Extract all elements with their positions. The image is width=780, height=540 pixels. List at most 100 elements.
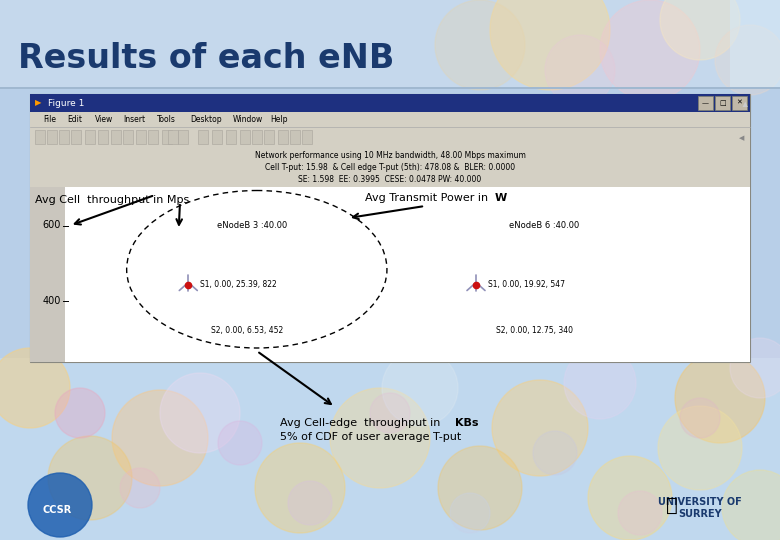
Circle shape: [120, 468, 160, 508]
Circle shape: [660, 0, 740, 60]
Text: KBs: KBs: [455, 418, 478, 428]
Circle shape: [715, 25, 780, 95]
Circle shape: [492, 380, 588, 476]
Circle shape: [112, 390, 208, 486]
Circle shape: [600, 0, 700, 100]
Circle shape: [55, 388, 105, 438]
Bar: [71, 130, 81, 144]
Circle shape: [382, 350, 458, 426]
Circle shape: [533, 431, 577, 475]
Bar: [136, 130, 146, 144]
Bar: [162, 130, 172, 144]
Text: Results of each eNB: Results of each eNB: [18, 42, 395, 75]
Circle shape: [618, 491, 662, 535]
Circle shape: [490, 0, 610, 90]
Text: S2, 0.00, 12.75, 340: S2, 0.00, 12.75, 340: [496, 326, 573, 335]
Circle shape: [450, 493, 490, 533]
Bar: [0, 87, 780, 89]
Text: 400: 400: [43, 296, 61, 306]
Circle shape: [564, 347, 636, 419]
Text: ✕: ✕: [736, 100, 743, 106]
Circle shape: [330, 388, 430, 488]
Bar: [59, 130, 69, 144]
Text: 5% of CDF of user average T-put: 5% of CDF of user average T-put: [280, 432, 461, 442]
Bar: [85, 130, 95, 144]
Text: View: View: [95, 115, 113, 124]
Bar: [715, 96, 730, 110]
Circle shape: [255, 443, 345, 533]
Circle shape: [680, 398, 720, 438]
Bar: [732, 96, 747, 110]
Text: ▶: ▶: [743, 100, 749, 106]
Text: Network performance using 10 MHz bandwidth, 48.00 Mbps maximum: Network performance using 10 MHz bandwid…: [254, 152, 526, 160]
Circle shape: [160, 373, 240, 453]
Bar: [35, 130, 45, 144]
Text: 600: 600: [43, 220, 61, 231]
Bar: [290, 130, 300, 144]
Circle shape: [218, 421, 262, 465]
Circle shape: [438, 446, 522, 530]
Text: Figure 1: Figure 1: [48, 98, 84, 107]
Text: Help: Help: [270, 115, 288, 124]
Text: ▶: ▶: [35, 98, 41, 107]
Bar: [240, 130, 250, 144]
Bar: [111, 130, 121, 144]
Bar: [730, 0, 780, 88]
Text: —: —: [702, 100, 709, 106]
Bar: [98, 130, 108, 144]
Circle shape: [722, 470, 780, 540]
Circle shape: [288, 481, 332, 525]
Bar: [264, 130, 274, 144]
Text: File: File: [43, 115, 56, 124]
Text: Window: Window: [233, 115, 264, 124]
Circle shape: [658, 406, 742, 490]
Circle shape: [675, 353, 765, 443]
Circle shape: [0, 348, 70, 428]
Bar: [168, 130, 178, 144]
Bar: [30, 149, 750, 187]
Text: eNodeB 6 :40.00: eNodeB 6 :40.00: [509, 221, 580, 230]
Text: □: □: [719, 100, 726, 106]
Bar: [148, 130, 158, 144]
Circle shape: [370, 393, 410, 433]
Text: S2, 0.00, 6.53, 452: S2, 0.00, 6.53, 452: [211, 326, 283, 335]
Circle shape: [435, 0, 525, 90]
Text: Avg Cell  throughput in Mps: Avg Cell throughput in Mps: [35, 195, 190, 205]
Text: Tools: Tools: [157, 115, 176, 124]
Circle shape: [588, 456, 672, 540]
Text: Insert: Insert: [123, 115, 145, 124]
Text: W: W: [495, 193, 507, 203]
Text: Desktop: Desktop: [190, 115, 222, 124]
Bar: [30, 127, 750, 149]
Bar: [0, 358, 780, 540]
Bar: [30, 94, 750, 362]
Bar: [226, 130, 236, 144]
Text: S1, 0.00, 19.92, 547: S1, 0.00, 19.92, 547: [488, 280, 565, 289]
Text: ◀: ◀: [739, 135, 745, 141]
Bar: [30, 94, 750, 112]
Text: Edit: Edit: [67, 115, 82, 124]
Bar: [198, 130, 208, 144]
Bar: [30, 112, 750, 127]
Bar: [65, 187, 750, 362]
Text: 🦌: 🦌: [666, 496, 678, 515]
Bar: [123, 130, 133, 144]
Text: Cell T-put: 15.98  & Cell edge T-put (5th): 478.08 &  BLER: 0.0000: Cell T-put: 15.98 & Cell edge T-put (5th…: [265, 164, 515, 172]
Bar: [178, 130, 188, 144]
Bar: [0, 0, 780, 88]
Text: S1, 0.00, 25.39, 822: S1, 0.00, 25.39, 822: [200, 280, 277, 289]
Text: eNodeB 3 :40.00: eNodeB 3 :40.00: [217, 221, 287, 230]
Circle shape: [730, 338, 780, 398]
Text: Avg Transmit Power in: Avg Transmit Power in: [365, 193, 491, 203]
Text: UNIVERSITY OF
SURREY: UNIVERSITY OF SURREY: [658, 497, 742, 519]
Circle shape: [48, 436, 132, 520]
Bar: [252, 130, 262, 144]
Bar: [302, 130, 312, 144]
Bar: [212, 130, 222, 144]
Bar: [698, 96, 713, 110]
Text: CCSR: CCSR: [42, 505, 72, 515]
Circle shape: [28, 473, 92, 537]
Bar: [30, 187, 65, 362]
Bar: [47, 130, 57, 144]
Circle shape: [545, 35, 615, 105]
